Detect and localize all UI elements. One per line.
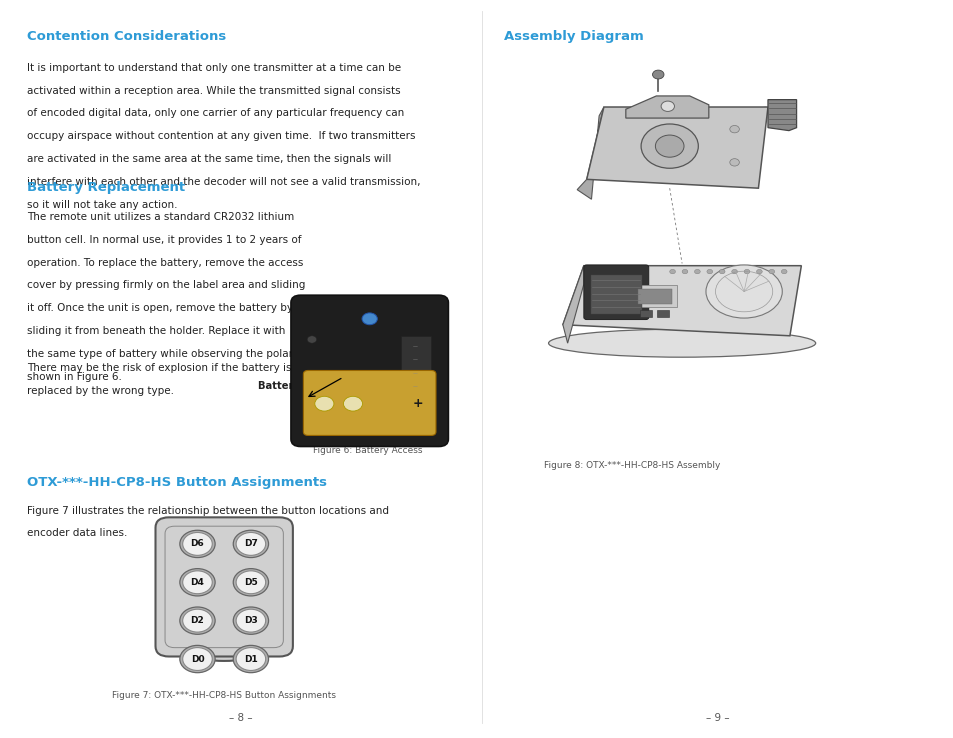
Text: Battery access: Battery access (257, 381, 339, 391)
Text: it off. Once the unit is open, remove the battery by: it off. Once the unit is open, remove th… (27, 303, 293, 314)
Circle shape (768, 269, 774, 274)
Text: D1: D1 (244, 655, 257, 663)
Circle shape (179, 569, 215, 596)
Text: – 9 –: – 9 – (705, 713, 728, 723)
Circle shape (719, 269, 724, 274)
Circle shape (179, 607, 215, 635)
Circle shape (361, 313, 377, 325)
Ellipse shape (548, 329, 815, 357)
Circle shape (179, 531, 215, 558)
FancyBboxPatch shape (291, 295, 448, 446)
Bar (634, 285, 677, 307)
Text: —: — (412, 371, 417, 376)
Circle shape (681, 269, 687, 274)
Text: Battery Replacement: Battery Replacement (27, 181, 185, 194)
Bar (639, 310, 651, 317)
Text: OTX-***-HH-CP8-HS Button Assignments: OTX-***-HH-CP8-HS Button Assignments (27, 476, 326, 489)
Circle shape (182, 571, 212, 593)
Text: There may be the risk of explosion if the battery is: There may be the risk of explosion if th… (27, 363, 291, 373)
Circle shape (743, 269, 749, 274)
Text: cover by pressing firmly on the label area and sliding: cover by pressing firmly on the label ar… (27, 280, 305, 291)
FancyBboxPatch shape (303, 370, 436, 435)
Bar (165, 611, 289, 641)
Text: —: — (412, 345, 417, 349)
Text: +: + (412, 397, 423, 410)
Circle shape (640, 124, 698, 168)
Text: the same type of battery while observing the polarity: the same type of battery while observing… (27, 349, 306, 359)
Text: are activated in the same area at the same time, then the signals will: are activated in the same area at the sa… (27, 154, 391, 165)
Circle shape (233, 607, 269, 635)
Text: button cell. In normal use, it provides 1 to 2 years of: button cell. In normal use, it provides … (27, 235, 301, 245)
Circle shape (233, 569, 269, 596)
Bar (590, 275, 641, 314)
Circle shape (233, 645, 269, 673)
Text: of encoded digital data, only one carrier of any particular frequency can: of encoded digital data, only one carrie… (27, 108, 403, 119)
Circle shape (669, 269, 675, 274)
FancyBboxPatch shape (583, 265, 648, 320)
Text: D4: D4 (191, 578, 204, 587)
Polygon shape (767, 100, 796, 131)
Circle shape (179, 645, 215, 673)
Text: Figure 8: OTX-***-HH-CP8-HS Assembly: Figure 8: OTX-***-HH-CP8-HS Assembly (543, 461, 720, 470)
Text: Assembly Diagram: Assembly Diagram (503, 30, 642, 43)
Circle shape (307, 336, 316, 343)
Text: activated within a reception area. While the transmitted signal consists: activated within a reception area. While… (27, 86, 400, 96)
Circle shape (343, 396, 362, 411)
Text: Figure 6: Battery Access: Figure 6: Battery Access (313, 446, 421, 455)
Text: D3: D3 (244, 616, 257, 625)
Bar (400, 336, 431, 399)
Polygon shape (562, 266, 801, 336)
Circle shape (236, 648, 265, 671)
Text: The remote unit utilizes a standard CR2032 lithium: The remote unit utilizes a standard CR20… (27, 212, 294, 222)
Circle shape (314, 396, 334, 411)
Circle shape (233, 531, 269, 558)
FancyBboxPatch shape (155, 517, 293, 657)
Bar (638, 289, 671, 304)
Text: Contention Considerations: Contention Considerations (27, 30, 226, 43)
Polygon shape (577, 107, 603, 199)
Text: —: — (412, 358, 417, 362)
Bar (657, 310, 668, 317)
Polygon shape (625, 96, 708, 118)
Text: shown in Figure 6.: shown in Figure 6. (27, 372, 121, 382)
Text: encoder data lines.: encoder data lines. (27, 528, 127, 539)
Text: occupy airspace without contention at any given time.  If two transmitters: occupy airspace without contention at an… (27, 131, 415, 142)
Circle shape (706, 269, 712, 274)
Circle shape (694, 269, 700, 274)
Polygon shape (586, 107, 767, 188)
Circle shape (731, 269, 737, 274)
Circle shape (236, 610, 265, 632)
Text: D7: D7 (244, 539, 257, 548)
Text: D0: D0 (191, 655, 204, 663)
Text: D5: D5 (244, 578, 257, 587)
Text: D2: D2 (191, 616, 204, 625)
Text: interfere with each other and the decoder will not see a valid transmission,: interfere with each other and the decode… (27, 177, 419, 187)
Circle shape (182, 648, 212, 671)
Ellipse shape (169, 617, 279, 661)
Text: Figure 7: OTX-***-HH-CP8-HS Button Assignments: Figure 7: OTX-***-HH-CP8-HS Button Assig… (112, 691, 335, 700)
Text: —: — (412, 384, 417, 389)
Circle shape (729, 125, 739, 133)
Text: operation. To replace the battery, remove the access: operation. To replace the battery, remov… (27, 258, 303, 268)
Polygon shape (562, 266, 583, 343)
Text: so it will not take any action.: so it will not take any action. (27, 200, 177, 210)
Circle shape (781, 269, 786, 274)
Circle shape (182, 533, 212, 556)
Circle shape (729, 159, 739, 166)
Circle shape (756, 269, 761, 274)
Text: sliding it from beneath the holder. Replace it with: sliding it from beneath the holder. Repl… (27, 326, 285, 337)
Text: – 8 –: – 8 – (229, 713, 252, 723)
Text: D6: D6 (191, 539, 204, 548)
Circle shape (182, 610, 212, 632)
Circle shape (660, 101, 674, 111)
Circle shape (652, 70, 663, 79)
Circle shape (236, 533, 265, 556)
Circle shape (236, 571, 265, 593)
Circle shape (655, 135, 683, 157)
Text: replaced by the wrong type.: replaced by the wrong type. (27, 386, 173, 396)
Text: Figure 7 illustrates the relationship between the button locations and: Figure 7 illustrates the relationship be… (27, 506, 388, 516)
Text: It is important to understand that only one transmitter at a time can be: It is important to understand that only … (27, 63, 400, 73)
Ellipse shape (705, 265, 781, 318)
